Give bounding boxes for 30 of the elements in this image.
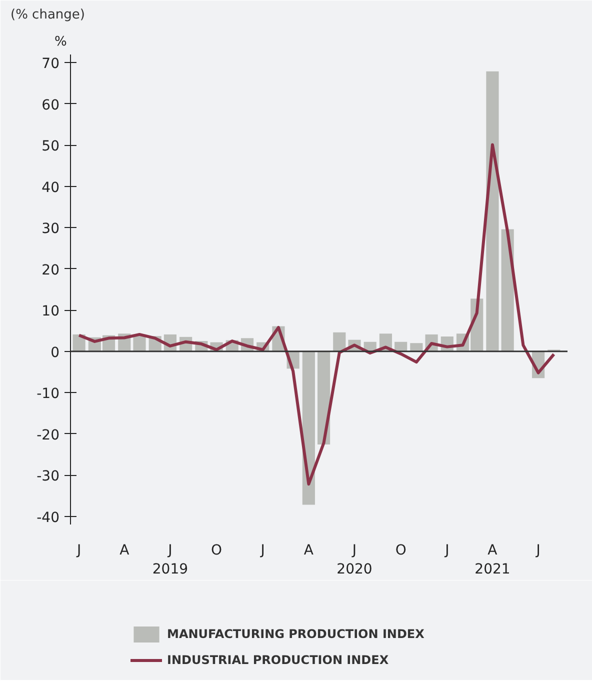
x-tick-label: J 2019: [152, 542, 188, 578]
x-tick-label: J 2020: [336, 542, 372, 578]
x-tick-label: J: [76, 542, 82, 558]
y-axis-title: %: [54, 34, 67, 50]
x-tick-label: A: [304, 542, 314, 558]
y-tick-label: -10: [36, 386, 60, 402]
y-tick-label: 40: [42, 180, 60, 196]
y-tick-label: -20: [36, 427, 60, 444]
bar: [486, 71, 499, 352]
x-tick-label: J: [444, 542, 450, 558]
y-tick-label: 10: [42, 304, 60, 320]
legend-label: INDUSTRIAL PRODUCTION INDEX: [167, 653, 389, 667]
y-tick-label: 70: [42, 56, 60, 72]
y-tick-label: 0: [50, 344, 60, 361]
x-tick-label: J: [260, 542, 265, 558]
y-tick-label: 20: [42, 262, 60, 278]
x-tick-label: O: [395, 542, 406, 558]
y-tick-label: 50: [42, 138, 60, 155]
y-tick-label: 60: [42, 97, 60, 114]
chart-title: (% change): [10, 8, 85, 22]
x-tick-label: A 2021: [474, 542, 510, 578]
legend-label: MANUFACTURING PRODUCTION INDEX: [167, 627, 424, 641]
bar: [333, 332, 346, 352]
line-series: [78, 143, 556, 486]
y-tick-label: -40: [36, 510, 60, 526]
x-tick-label: A: [120, 542, 130, 558]
x-tick-label: O: [211, 542, 222, 558]
x-tick-label: J: [535, 542, 540, 558]
y-tick-label: -30: [36, 468, 60, 485]
y-tick-label: 30: [42, 221, 60, 238]
